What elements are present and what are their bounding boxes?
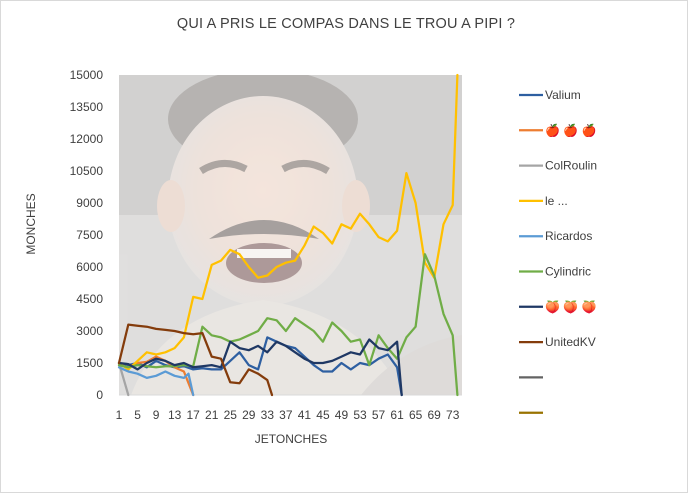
x-axis-title: JETONCHES (255, 432, 327, 446)
x-tick-label: 73 (446, 408, 460, 422)
y-tick-label: 13500 (70, 100, 104, 114)
x-tick-label: 17 (186, 408, 200, 422)
series-line-4 (117, 366, 195, 397)
series-line-6 (117, 338, 403, 397)
series-lines (117, 73, 459, 397)
x-tick-label: 61 (390, 408, 404, 422)
background-photo (119, 75, 462, 395)
x-tick-label: 21 (205, 408, 219, 422)
x-tick-label: 53 (353, 408, 367, 422)
legend-label-4: Ricardos (545, 229, 592, 243)
y-tick-label: 10500 (70, 164, 104, 178)
y-axis-title: MONCHES (24, 193, 38, 254)
legend-label-2: ColRoulin (545, 159, 597, 173)
y-tick-label: 9000 (76, 196, 103, 210)
x-tick-label: 13 (168, 408, 182, 422)
legend-label-1: 🍎 🍎 🍎 (545, 122, 597, 137)
x-tick-label: 37 (279, 408, 293, 422)
y-tick-label: 4500 (76, 292, 103, 306)
x-tick-label: 41 (298, 408, 312, 422)
y-tick-label: 7500 (76, 228, 103, 242)
x-tick-label: 45 (316, 408, 330, 422)
y-tick-label: 3000 (76, 324, 103, 338)
legend-label-6: 🍑 🍑 🍑 (545, 300, 597, 314)
y-axis-ticks: 0 1500 3000 4500 6000 7500 9000 10500 12000 13500… (70, 68, 104, 402)
x-tick-label: 33 (261, 408, 275, 422)
y-tick-label: 15000 (70, 68, 104, 82)
x-tick-label: 29 (242, 408, 256, 422)
x-tick-label: 25 (224, 408, 238, 422)
legend-label-3: le ... (545, 194, 568, 208)
x-tick-label: 57 (372, 408, 386, 422)
series-line-5 (117, 253, 459, 397)
legend-label-5: Cylindric (545, 265, 591, 279)
y-tick-label: 12000 (70, 132, 104, 146)
x-tick-label: 49 (335, 408, 349, 422)
legend: Valium 🍎 🍎 🍎 ColRoulin le ... Ricardos Cylind… (519, 88, 597, 414)
x-tick-label: 5 (134, 408, 141, 422)
x-axis-ticks: 1 5 9 13 17 21 25 29 33 37 41 45 49 53 57 61 65 69 73 (116, 408, 460, 422)
series-line-7 (117, 323, 274, 397)
y-tick-label: 1500 (76, 356, 103, 370)
x-tick-label: 1 (116, 408, 123, 422)
x-tick-label: 69 (428, 408, 442, 422)
legend-label-0: Valium (545, 88, 581, 102)
y-tick-label: 0 (96, 388, 103, 402)
x-tick-label: 65 (409, 408, 423, 422)
series-line-3 (117, 73, 459, 371)
chart-title: QUI A PRIS LE COMPAS DANS LE TROU A PIPI… (177, 16, 515, 32)
legend-label-7: UnitedKV (545, 335, 596, 349)
y-tick-label: 6000 (76, 260, 103, 274)
x-tick-label: 9 (153, 408, 160, 422)
